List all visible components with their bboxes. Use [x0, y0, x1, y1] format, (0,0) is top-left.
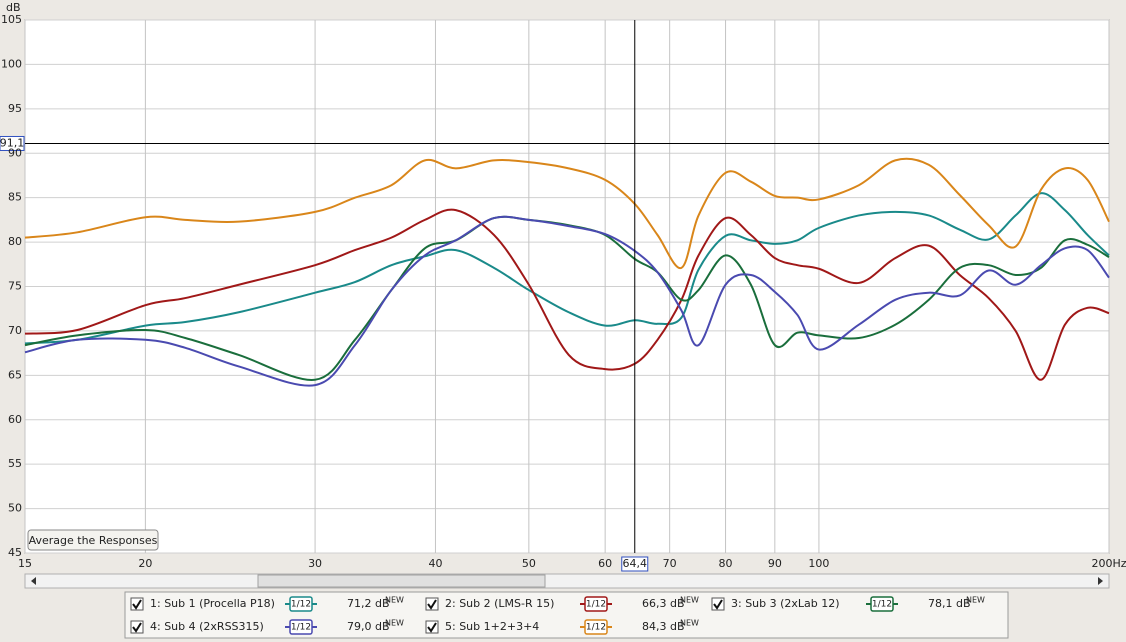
response-curve — [24, 215, 1110, 381]
smoothing-label[interactable]: 1/12 — [291, 600, 311, 610]
x-tick-label: 30 — [308, 557, 322, 570]
y-tick-label: 105 — [1, 13, 22, 26]
smoothing-icon[interactable] — [289, 619, 313, 635]
y-axis-label: dB — [6, 1, 21, 14]
smoothing-icon[interactable] — [584, 619, 608, 635]
readout-tag: NEW — [680, 619, 699, 628]
scroll-track[interactable] — [24, 573, 1110, 589]
smoothing-label[interactable]: 1/12 — [291, 623, 311, 633]
y-tick-label: 100 — [1, 57, 22, 70]
readout-tag: NEW — [966, 596, 985, 605]
smoothing-label[interactable]: 1/12 — [586, 623, 606, 633]
series-name[interactable]: 1: Sub 1 (Procella P18) — [150, 597, 275, 610]
x-tick-label: 100 — [808, 557, 829, 570]
readout: 84,3 dB — [642, 620, 685, 633]
x-tick-label: 40 — [428, 557, 442, 570]
series-name[interactable]: 5: Sub 1+2+3+4 — [445, 620, 539, 633]
x-tick-label: 60 — [598, 557, 612, 570]
checkmark — [713, 599, 723, 610]
series-name[interactable]: 2: Sub 2 (LMS-R 15) — [445, 597, 554, 610]
readout: 78,1 dB — [928, 597, 971, 610]
readout: 79,0 dB — [347, 620, 390, 633]
y-tick-label: 75 — [8, 280, 22, 293]
average-button[interactable] — [27, 529, 159, 551]
smoothing-icon[interactable] — [584, 596, 608, 612]
x-tick-label: 20 — [138, 557, 152, 570]
readout: 71,2 dB — [347, 597, 390, 610]
response-curve — [24, 192, 1110, 345]
smoothing-label[interactable]: 1/12 — [872, 600, 892, 610]
readout-tag: NEW — [385, 596, 404, 605]
y-tick-label: 50 — [8, 502, 22, 515]
scroll-right[interactable] — [1098, 577, 1103, 585]
cursor-x-box — [621, 556, 649, 572]
x-tick-label: 200Hz — [1091, 557, 1126, 570]
x-tick-label: 80 — [719, 557, 733, 570]
scroll-thumb[interactable] — [257, 574, 546, 588]
scrollbar[interactable] — [24, 573, 1110, 589]
cursor-x-label: 64,4 — [623, 557, 648, 570]
x-tick-label: 90 — [768, 557, 782, 570]
y-tick-label: 80 — [8, 235, 22, 248]
y-tick-label: 90 — [8, 146, 22, 159]
average-button-label[interactable]: Average the Responses — [29, 534, 158, 547]
x-tick-label: 50 — [522, 557, 536, 570]
y-tick-label: 45 — [8, 546, 22, 559]
y-tick-label: 65 — [8, 368, 22, 381]
cursor-y-box — [0, 135, 25, 151]
smoothing-icon[interactable] — [289, 596, 313, 612]
legend-panel — [124, 591, 1009, 639]
response-curve — [24, 208, 1110, 381]
checkmark — [132, 622, 142, 633]
y-tick-label: 60 — [8, 413, 22, 426]
x-tick-label: 70 — [663, 557, 677, 570]
response-curve — [24, 215, 1110, 387]
readout-tag: NEW — [680, 596, 699, 605]
series-name[interactable]: 4: Sub 4 (2xRSS315) — [150, 620, 264, 633]
series-name[interactable]: 3: Sub 3 (2xLab 12) — [731, 597, 840, 610]
readout-tag: NEW — [385, 619, 404, 628]
y-tick-label: 85 — [8, 191, 22, 204]
checkmark — [427, 599, 437, 610]
smoothing-icon[interactable] — [870, 596, 894, 612]
scroll-left[interactable] — [31, 577, 36, 585]
y-tick-label: 95 — [8, 102, 22, 115]
x-tick-label: 15 — [18, 557, 32, 570]
checkmark — [132, 599, 142, 610]
y-tick-label: 70 — [8, 324, 22, 337]
checkmark — [427, 622, 437, 633]
smoothing-label[interactable]: 1/12 — [586, 600, 606, 610]
cursor-y-label: 91,1 — [0, 136, 24, 149]
readout: 66,3 dB — [642, 597, 685, 610]
y-tick-label: 55 — [8, 457, 22, 470]
response-curve — [24, 157, 1110, 269]
